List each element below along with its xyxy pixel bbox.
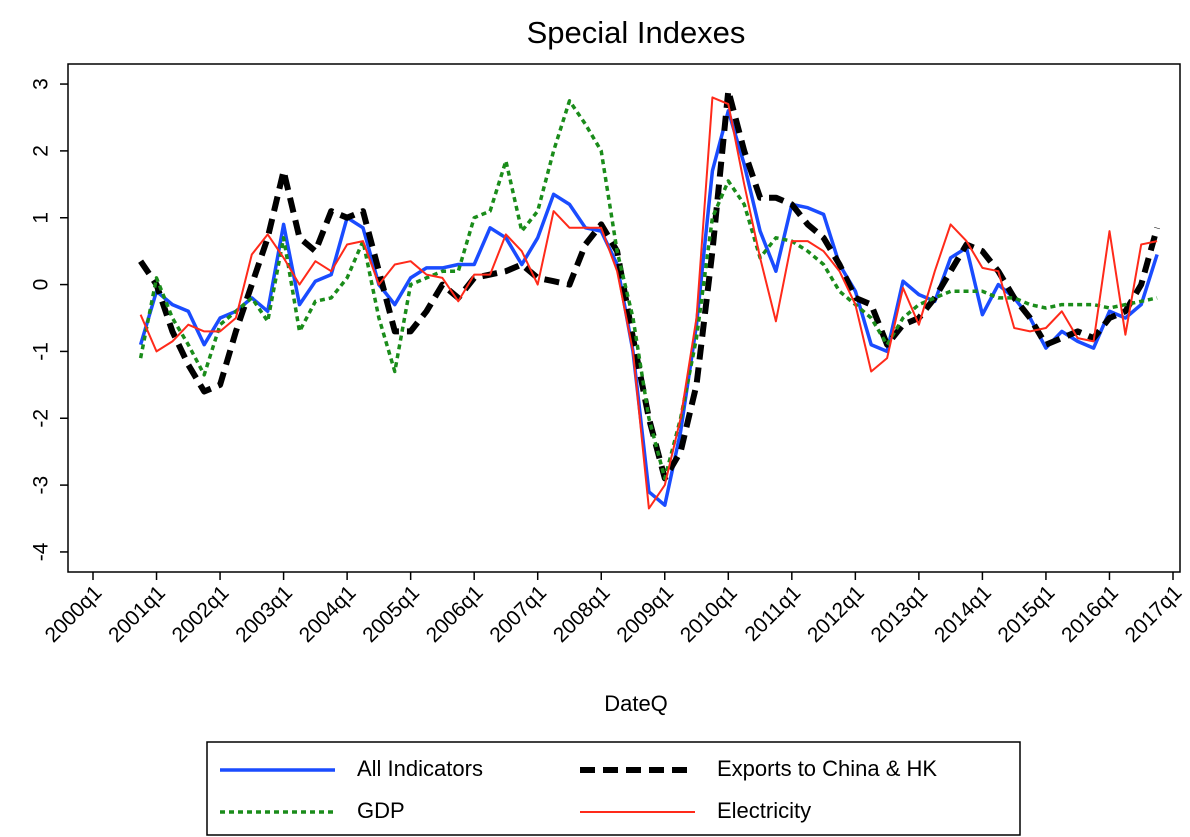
series-line bbox=[138, 87, 1160, 482]
plot-frame bbox=[67, 63, 1181, 573]
y-tick-label: -1 bbox=[30, 342, 53, 361]
y-tick-label: -4 bbox=[30, 542, 53, 561]
x-tick-label: 2017q1 bbox=[1121, 581, 1187, 647]
legend-label: Exports to China & HK bbox=[717, 756, 937, 781]
legend-label: Electricity bbox=[717, 798, 811, 823]
x-tick-label: 2004q1 bbox=[295, 581, 361, 647]
x-tick-label: 2007q1 bbox=[485, 581, 551, 647]
x-tick-label: 2016q1 bbox=[1057, 581, 1123, 647]
x-tick-label: 2009q1 bbox=[612, 581, 678, 647]
x-tick-label: 2013q1 bbox=[867, 581, 933, 647]
x-tick-label: 2005q1 bbox=[358, 581, 424, 647]
x-tick-label: 2000q1 bbox=[41, 581, 107, 647]
y-tick-label: 0 bbox=[30, 279, 53, 291]
y-tick-label: -3 bbox=[30, 476, 53, 495]
x-tick-label: 2015q1 bbox=[994, 581, 1060, 647]
x-tick-label: 2011q1 bbox=[741, 581, 806, 646]
x-tick-label: 2006q1 bbox=[422, 581, 488, 647]
x-tick-label: 2002q1 bbox=[168, 581, 234, 647]
x-tick-label: 2014q1 bbox=[930, 581, 996, 647]
series-line bbox=[138, 109, 1159, 507]
chart-title: Special Indexes bbox=[527, 15, 746, 50]
y-tick-label: 3 bbox=[30, 78, 53, 90]
y-tick-label: 1 bbox=[30, 212, 53, 224]
legend-label: GDP bbox=[357, 798, 405, 823]
x-tick-label: 2001q1 bbox=[104, 581, 170, 647]
x-axis-label: DateQ bbox=[604, 691, 668, 716]
legend-box bbox=[206, 741, 1021, 836]
y-tick-label: 2 bbox=[30, 145, 53, 157]
x-tick-label: 2010q1 bbox=[676, 581, 742, 647]
series-line bbox=[138, 99, 1158, 481]
x-tick-label: 2008q1 bbox=[549, 581, 615, 647]
y-tick-label: -2 bbox=[30, 409, 53, 428]
legend-label: All Indicators bbox=[357, 756, 483, 781]
x-tick-label: 2012q1 bbox=[803, 581, 869, 647]
x-tick-label: 2003q1 bbox=[231, 581, 297, 647]
series-line bbox=[139, 96, 1158, 510]
